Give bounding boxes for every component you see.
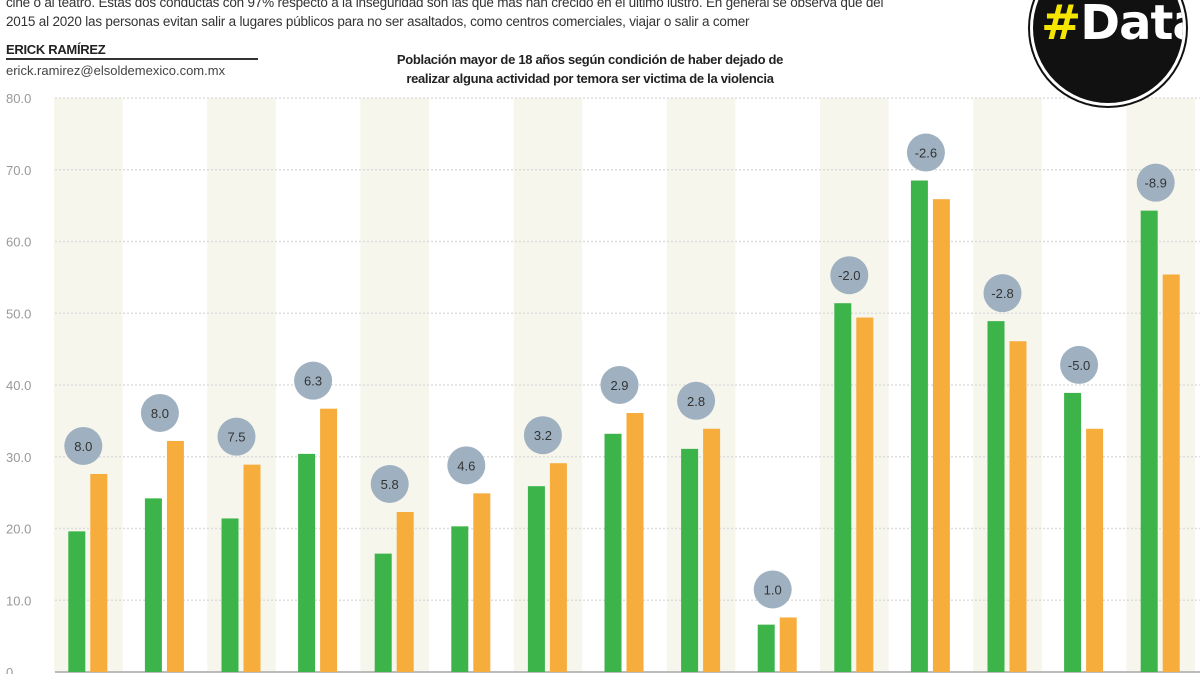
difference-label: 3.2	[534, 428, 552, 443]
difference-bubble	[370, 464, 409, 503]
difference-bubble	[830, 256, 869, 295]
difference-bubble	[983, 274, 1022, 313]
difference-bubble	[140, 393, 179, 432]
intro-text: cine o al teatro. Estas dos conductas co…	[6, 0, 1016, 31]
author-email: erick.ramirez@elsoldemexico.com.mx	[6, 63, 226, 78]
y-tick-label: 0	[6, 665, 13, 674]
difference-label: -2.6	[915, 146, 937, 161]
difference-label: 5.8	[381, 477, 399, 492]
chart-title: Población mayor de 18 años según condici…	[340, 50, 840, 88]
bar-series-2	[90, 473, 108, 672]
bar-series-2	[856, 317, 874, 672]
author-name: ERICK RAMÍREZ	[6, 42, 258, 60]
y-tick-label: 30.0	[6, 450, 31, 465]
difference-label: 1.0	[764, 582, 782, 597]
intro-line-2: 2015 al 2020 las personas evitan salir a…	[6, 14, 750, 29]
difference-label: 8.0	[151, 406, 169, 421]
difference-label: 7.5	[227, 430, 245, 445]
bar-series-1	[221, 518, 239, 672]
bar-series-2	[626, 412, 644, 672]
bar-series-1	[604, 433, 622, 672]
bar-series-2	[243, 464, 261, 672]
y-tick-label: 60.0	[6, 235, 31, 250]
bar-series-2	[549, 463, 567, 672]
y-tick-label: 40.0	[6, 378, 31, 393]
bar-series-1	[757, 624, 775, 672]
bar-series-2	[320, 408, 338, 672]
bar-series-2	[779, 617, 797, 672]
chart-title-line-1: Población mayor de 18 años según condici…	[396, 52, 784, 67]
difference-label: -5.0	[1068, 358, 1090, 373]
difference-bubble	[447, 446, 486, 485]
bar-series-1	[527, 486, 545, 672]
bar-series-2	[1162, 274, 1180, 672]
bar-series-2	[166, 440, 184, 672]
bar-series-1	[298, 453, 316, 672]
logo-text: Data	[1080, 0, 1183, 51]
difference-bubble	[217, 417, 256, 456]
difference-bubble	[1136, 163, 1175, 202]
background-stripe	[207, 98, 276, 672]
bar-series-2	[473, 493, 491, 672]
difference-bubble	[906, 133, 945, 172]
bar-series-2	[1009, 341, 1027, 672]
background-stripe	[360, 98, 429, 672]
y-tick-label: 50.0	[6, 306, 31, 321]
bar-series-1	[374, 553, 392, 672]
difference-label: 8.0	[74, 439, 92, 454]
logo-hash: #	[1041, 0, 1081, 51]
difference-label: 4.6	[457, 458, 475, 473]
chart-title-line-2: realizar alguna actividad por temora ser…	[406, 71, 774, 86]
bar-series-2	[396, 511, 414, 672]
difference-label: 2.9	[610, 378, 628, 393]
bar-series-2	[703, 428, 721, 672]
bar-series-1	[987, 321, 1005, 672]
difference-bubble	[753, 570, 792, 609]
difference-bubble	[294, 361, 333, 400]
bar-series-1	[681, 448, 699, 672]
bar-series-1	[1140, 210, 1158, 672]
bar-series-2	[932, 199, 950, 673]
y-tick-label: 70.0	[6, 163, 31, 178]
bar-series-1	[1064, 392, 1082, 672]
difference-label: -2.0	[838, 268, 860, 283]
difference-label: 6.3	[304, 374, 322, 389]
difference-bubble	[1060, 345, 1099, 384]
difference-bubble	[600, 365, 639, 404]
bar-series-1	[68, 531, 86, 672]
y-tick-label: 10.0	[6, 593, 31, 608]
bar-series-1	[451, 526, 469, 672]
bar-series-2	[1086, 428, 1104, 672]
bar-series-1	[910, 180, 928, 672]
bar-series-1	[834, 303, 852, 672]
difference-bubble	[677, 381, 716, 420]
y-tick-label: 20.0	[6, 522, 31, 537]
background-stripe	[820, 98, 889, 672]
difference-label: -2.8	[991, 286, 1013, 301]
difference-label: 2.8	[687, 394, 705, 409]
difference-bubble	[64, 426, 103, 465]
bar-series-1	[144, 498, 162, 672]
difference-label: -8.9	[1144, 176, 1166, 191]
y-tick-label: 80.0	[6, 91, 31, 106]
difference-bubble	[523, 416, 562, 455]
intro-line-1: cine o al teatro. Estas dos conductas co…	[6, 0, 884, 10]
